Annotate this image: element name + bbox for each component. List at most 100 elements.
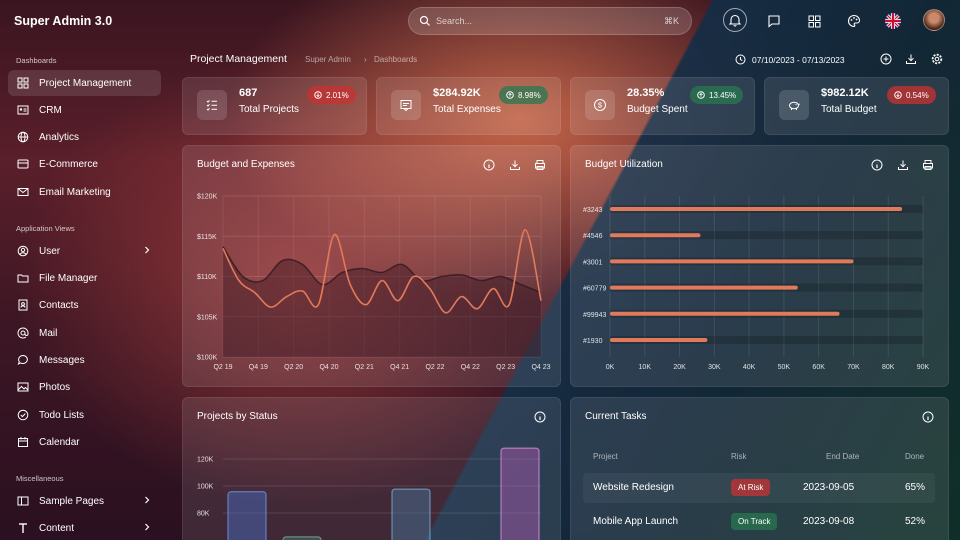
info-icon[interactable] xyxy=(483,159,495,171)
id-card-icon xyxy=(16,103,30,117)
stat-value: 28.35% xyxy=(627,87,665,99)
calendar-icon xyxy=(16,435,30,449)
sidebar-item-label: File Manager xyxy=(39,272,98,284)
card-title: Budget and Expenses xyxy=(197,159,295,170)
gear-icon[interactable] xyxy=(931,53,943,65)
stat-label: Total Budget xyxy=(821,104,877,115)
bar xyxy=(391,488,431,540)
sidebar-item-analytics[interactable]: Analytics xyxy=(8,124,161,150)
x-tick-label: 90K xyxy=(917,364,930,371)
chevron-right-icon xyxy=(145,523,150,531)
chevron-right-icon xyxy=(145,246,150,254)
card-title: Current Tasks xyxy=(585,411,647,422)
projects-status-card: Projects by Status 120K 100K 80K xyxy=(182,397,561,540)
sidebar-item-label: CRM xyxy=(39,104,62,116)
stat-badge: 2.01% xyxy=(307,86,356,104)
y-tick-label: $105K xyxy=(197,314,218,321)
bar xyxy=(282,536,322,540)
contacts-icon xyxy=(16,298,30,312)
apps-button[interactable] xyxy=(803,10,825,32)
task-done: 52% xyxy=(905,516,926,527)
bar xyxy=(610,285,798,290)
sidebar-item-e-commerce[interactable]: E-Commerce xyxy=(8,151,161,177)
top-bar: Super Admin 3.0 Search... ⌘K xyxy=(0,0,960,42)
bar xyxy=(610,338,708,342)
search-input[interactable]: Search... ⌘K xyxy=(408,7,692,35)
sidebar-item-user[interactable]: User xyxy=(8,238,161,264)
download-icon[interactable] xyxy=(509,159,521,171)
info-icon[interactable] xyxy=(534,411,546,423)
theme-button[interactable] xyxy=(843,10,865,32)
print-icon[interactable] xyxy=(534,159,546,171)
trend-up-icon xyxy=(697,91,705,99)
sidebar-item-email-marketing[interactable]: Email Marketing xyxy=(8,179,161,205)
x-tick-label: 20K xyxy=(673,364,686,371)
budget-expenses-card: Budget and Expenses $120K $115K $110K $105K… xyxy=(182,145,561,387)
y-tick-label: $100K xyxy=(197,355,218,362)
sidebar-item-todo-lists[interactable]: Todo Lists xyxy=(8,402,161,428)
info-icon[interactable] xyxy=(871,159,883,171)
add-circle-icon[interactable] xyxy=(880,53,892,65)
bar xyxy=(610,233,701,238)
messages-button[interactable] xyxy=(763,10,785,32)
x-tick-label: Q4 19 xyxy=(249,364,268,371)
sidebar-item-photos[interactable]: Photos xyxy=(8,374,161,400)
download-icon[interactable] xyxy=(905,53,917,65)
table-row[interactable]: Website Redesign At Risk 2023-09-05 65% xyxy=(583,473,935,503)
x-tick-label: Q2 20 xyxy=(284,364,303,371)
notifications-button[interactable] xyxy=(723,8,747,32)
pages-icon xyxy=(16,494,30,508)
stat-value: $982.12K xyxy=(821,87,869,99)
user-icon xyxy=(16,244,30,258)
sidebar-item-project-management[interactable]: Project Management xyxy=(8,70,161,96)
check-circle-icon xyxy=(16,408,30,422)
y-tick-label: #3001 xyxy=(583,259,603,266)
series-line-budget xyxy=(222,246,542,294)
table-row[interactable]: Mobile App Launch On Track 2023-09-08 52… xyxy=(583,507,935,537)
page-title: Project Management xyxy=(190,53,287,65)
print-icon[interactable] xyxy=(922,159,934,171)
sidebar-item-messages[interactable]: Messages xyxy=(8,347,161,373)
x-tick-label: 40K xyxy=(743,364,756,371)
breadcrumb-item[interactable]: Dashboards xyxy=(374,55,418,64)
sidebar-item-sample-pages[interactable]: Sample Pages xyxy=(8,488,161,514)
trend-down-icon xyxy=(894,91,902,99)
budget-utilization-chart: 0K 10K 20K 30K 40K 50K 60K 70K 80K 90K #3243 #4546 #… xyxy=(583,196,930,371)
image-icon xyxy=(16,380,30,394)
chat-icon xyxy=(16,353,30,367)
info-icon[interactable] xyxy=(922,411,934,423)
sidebar-item-calendar[interactable]: Calendar xyxy=(8,429,161,455)
sidebar-item-content[interactable]: Content xyxy=(8,515,161,540)
search-shortcut: ⌘K xyxy=(663,16,679,26)
uk-flag-icon[interactable] xyxy=(885,13,901,29)
y-tick-label: #1930 xyxy=(583,338,603,345)
task-done: 65% xyxy=(905,482,926,493)
date-range-picker[interactable]: 07/10/2023 - 07/13/2023 xyxy=(752,55,845,65)
svg-text:$: $ xyxy=(598,101,603,110)
sidebar-item-label: Photos xyxy=(39,381,71,393)
stat-card-total-expenses: $284.92K Total Expenses 8.98% xyxy=(376,77,561,135)
stat-label: Total Expenses xyxy=(433,104,501,115)
user-avatar[interactable] xyxy=(923,9,945,31)
risk-badge: On Track xyxy=(731,513,778,530)
sidebar-item-label: Mail xyxy=(39,327,58,339)
download-icon[interactable] xyxy=(897,159,909,171)
sidebar-item-file-manager[interactable]: File Manager xyxy=(8,265,161,291)
y-tick-label: #99943 xyxy=(583,312,606,319)
breadcrumb-item[interactable]: Super Admin xyxy=(305,55,351,64)
task-project: Website Redesign xyxy=(593,482,674,493)
clock-icon xyxy=(735,54,746,65)
sidebar-item-label: E-Commerce xyxy=(39,158,98,170)
x-tick-label: 30K xyxy=(708,364,721,371)
cart-icon xyxy=(16,157,30,171)
current-tasks-card: Current Tasks Project Risk End Date Done… xyxy=(570,397,949,540)
folder-icon xyxy=(16,271,30,285)
table-header: Done xyxy=(905,452,925,461)
stat-value: $284.92K xyxy=(433,87,481,99)
sidebar-item-contacts[interactable]: Contacts xyxy=(8,292,161,318)
sidebar-item-crm[interactable]: CRM xyxy=(8,97,161,123)
x-tick-label: 70K xyxy=(847,364,860,371)
sidebar-item-mail[interactable]: Mail xyxy=(8,320,161,346)
y-tick-label: 80K xyxy=(197,511,210,518)
sidebar-item-label: User xyxy=(39,245,61,257)
